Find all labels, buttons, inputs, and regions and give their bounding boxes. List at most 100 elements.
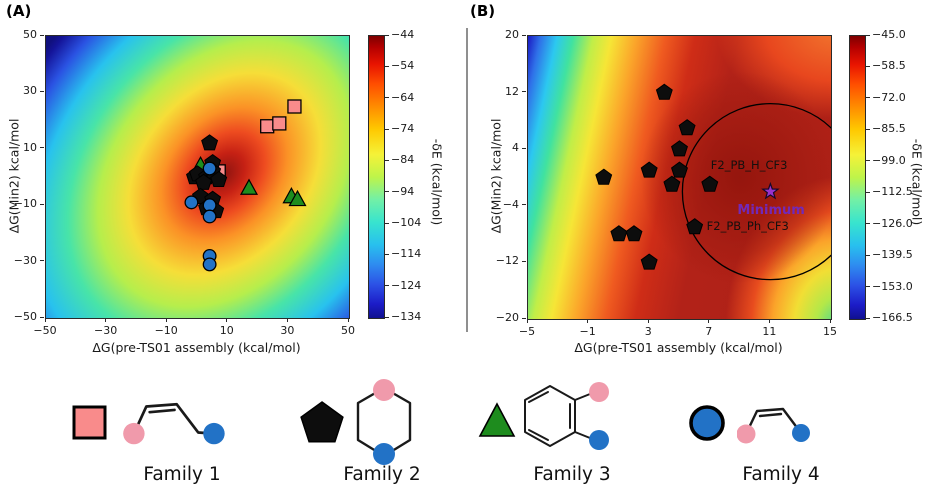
colorbar-label-a: -δE (kcal/mol) [429, 138, 445, 226]
x-tick-mark [286, 318, 288, 322]
y-tick-mark [40, 260, 44, 262]
colorbar-tick-mark [866, 34, 870, 36]
x-tick-mark [105, 318, 107, 322]
colorbar-tick-mark [866, 317, 870, 319]
family-2-point [678, 119, 696, 136]
x-tick-label: −5 [518, 325, 536, 338]
x-tick-mark [44, 318, 46, 322]
colorbar-tick-mark [866, 160, 870, 162]
family-3-point [239, 178, 259, 195]
colorbar-tick-label: −64 [391, 90, 415, 104]
y-tick-label: −50 [13, 310, 37, 323]
colorbar-tick-mark [866, 128, 870, 130]
x-tick-label: 50 [341, 324, 355, 337]
colorbar-tick-mark [385, 65, 389, 67]
y-tick-label: 4 [512, 141, 519, 155]
y-tick-label: 30 [23, 84, 37, 98]
colorbar-tick-mark [385, 316, 389, 318]
y-tick-mark [40, 203, 44, 205]
family-3-point [288, 189, 307, 207]
x-tick-mark [829, 319, 831, 323]
plot-a [45, 35, 350, 319]
x-tick-mark [347, 318, 349, 322]
colorbar-tick-label: −99.0 [872, 153, 906, 167]
family-2-point [671, 140, 688, 157]
colorbar-tick-mark [866, 97, 870, 99]
y-tick-mark [522, 317, 526, 319]
family-4-point [202, 209, 217, 224]
colorbar-a [368, 35, 385, 319]
colorbar-tick-label: −104 [391, 216, 422, 229]
x-tick-label: 15 [823, 325, 837, 338]
colorbar-tick-label: −166.5 [872, 311, 913, 324]
plot-b: Minimum F2_PB_H_CF3 F2_PB_Ph_CF3 [527, 35, 832, 320]
colorbar-tick-label: −112.5 [872, 185, 913, 199]
colorbar-tick-label: −58.5 [872, 59, 906, 73]
family-1-point [272, 116, 287, 131]
family-4-label: Family 4 [742, 464, 820, 485]
y-tick-mark [40, 147, 44, 149]
y-tick-label: 10 [23, 140, 37, 154]
x-tick-label: −50 [33, 324, 57, 337]
colorbar-tick-mark [385, 222, 389, 224]
x-tick-mark [708, 319, 710, 323]
y-tick-mark [40, 316, 44, 318]
colorbar-tick-label: −44 [391, 28, 415, 41]
colorbar-tick-label: −94 [391, 184, 415, 198]
family-2-point [210, 170, 228, 187]
colorbar-tick-label: −85.5 [872, 122, 906, 136]
x-tick-label: 30 [280, 324, 295, 337]
colorbar-b [849, 35, 866, 320]
colorbar-tick-mark [866, 254, 870, 256]
family-1-label: Family 1 [143, 464, 221, 485]
x-tick-mark [647, 319, 649, 323]
colorbar-tick-label: −124 [391, 278, 422, 292]
x-tick-mark [165, 318, 167, 322]
family-2-point [595, 168, 613, 185]
y-tick-mark [522, 34, 526, 36]
colorbar-tick-label: −139.5 [872, 248, 913, 262]
colorbar-tick-mark [385, 97, 389, 99]
family-2-point [640, 253, 658, 270]
family-4-structure-icon [737, 407, 810, 444]
family-3-label: Family 3 [533, 464, 611, 485]
colorbar-tick-label: −74 [391, 122, 415, 135]
family-2-point [655, 83, 673, 100]
colorbar-tick-label: −72.0 [872, 90, 906, 104]
family-3-structure-icon [524, 382, 609, 450]
x-tick-label: 11 [762, 325, 777, 338]
family-2-point [663, 175, 681, 192]
colorbar-tick-label: −134 [391, 310, 422, 323]
family-3-marker-triangle-icon [478, 402, 516, 437]
y-tick-label: −30 [13, 253, 37, 267]
family-2-structure-icon [356, 379, 412, 465]
colorbar-tick-label: −114 [391, 247, 422, 261]
colorbar-tick-mark [866, 191, 870, 193]
y-tick-mark [40, 34, 44, 36]
family-2-point [201, 134, 219, 151]
panel-b-letter: (B) [470, 2, 496, 20]
colorbar-tick-mark [385, 128, 389, 130]
x-tick-mark [226, 318, 228, 322]
y-tick-label: −4 [502, 197, 519, 211]
y-tick-mark [522, 260, 526, 262]
y-axis-label-b: ΔG(Min2) kcal/mol [488, 118, 504, 234]
family-4-point [202, 257, 217, 272]
colorbar-tick-mark [866, 65, 870, 67]
annotation-label: F2_PB_Ph_CF3 [706, 219, 789, 234]
y-tick-label: −12 [495, 254, 519, 268]
y-axis-label-a: ΔG(Min2) kcal/mol [6, 118, 22, 234]
x-tick-mark [587, 319, 589, 323]
minimum-label: Minimum [737, 202, 805, 218]
colorbar-tick-mark [385, 159, 389, 161]
family-1-structure-icon [123, 402, 225, 445]
x-tick-label: −1 [579, 325, 596, 338]
scatter-layer [595, 83, 831, 281]
family-1-marker-square-icon [72, 405, 107, 440]
x-tick-label: 3 [644, 325, 652, 338]
family-4-marker-circle-icon [689, 405, 725, 441]
family-2-point [640, 161, 658, 178]
x-tick-label: −30 [93, 324, 118, 337]
colorbar-tick-mark [385, 285, 389, 287]
panel-divider [466, 28, 468, 332]
